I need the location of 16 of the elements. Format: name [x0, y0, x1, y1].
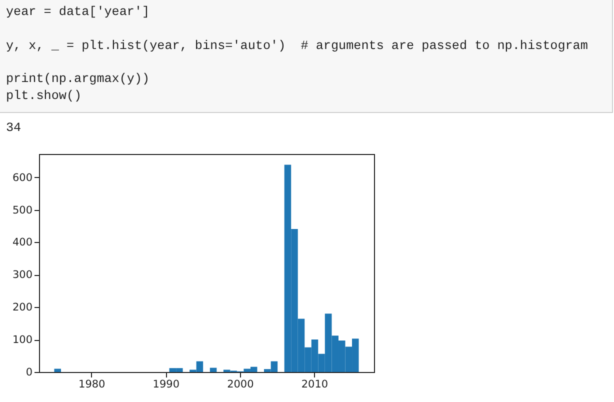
text: y, x, _ = plt.hist(year, bins='auto') # arguments are passed to np.histogram: [6, 38, 588, 55]
y-tick-label: 200: [12, 302, 32, 314]
y-tick-label: 0: [26, 366, 32, 378]
x-tick-label: 2000: [227, 378, 254, 390]
text: year = data['year']: [6, 4, 150, 21]
y-tick-label: 500: [12, 204, 32, 216]
y-tick-label: 400: [12, 236, 32, 249]
y-tick-label: 300: [12, 269, 32, 282]
y-tick-label: 600: [12, 172, 32, 184]
x-tick-label: 1990: [152, 378, 180, 390]
text: plt.show(): [6, 88, 82, 105]
y-tick-label: 100: [12, 334, 32, 346]
x-tick-label: 1980: [78, 378, 106, 390]
text: 34: [6, 120, 22, 137]
x-tick-label: 2010: [301, 378, 328, 390]
text: print(np.argmax(y)): [6, 71, 150, 88]
